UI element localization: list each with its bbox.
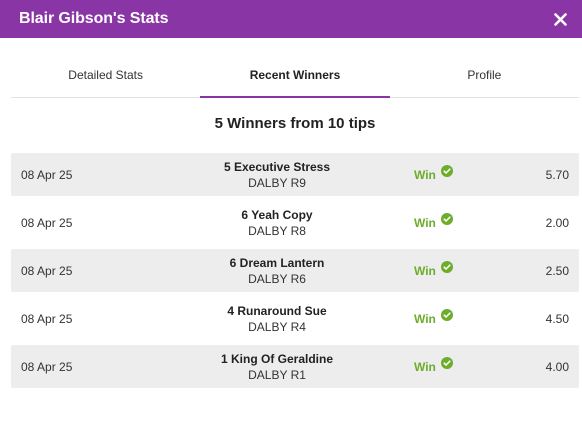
modal-title: Blair Gibson's Stats <box>19 10 169 27</box>
runner-name: 1 King Of Geraldine <box>220 351 334 366</box>
race-info: 1 King Of Geraldine DALBY R1 <box>161 351 393 383</box>
result: Win <box>393 165 473 182</box>
odds: 4.50 <box>545 311 569 326</box>
check-circle-icon <box>440 165 453 177</box>
runner-name: 6 Yeah Copy <box>241 207 313 222</box>
race-date: 08 Apr 25 <box>21 311 73 326</box>
tab-profile[interactable]: Profile <box>467 67 502 82</box>
result: Win <box>393 309 473 326</box>
check-circle-icon <box>440 261 453 273</box>
result-label: Win <box>414 359 436 374</box>
runner-name: 6 Dream Lantern <box>229 255 325 270</box>
race-date: 08 Apr 25 <box>21 215 73 230</box>
odds: 5.70 <box>545 167 569 182</box>
list-item: 08 Apr 25 1 King Of Geraldine DALBY R1 W… <box>11 345 579 388</box>
result-label: Win <box>414 311 436 326</box>
race-date: 08 Apr 25 <box>21 263 73 278</box>
result: Win <box>393 261 473 278</box>
odds: 4.00 <box>545 359 569 374</box>
race-info: 4 Runaround Sue DALBY R4 <box>161 303 393 335</box>
list-item: 08 Apr 25 6 Yeah Copy DALBY R8 Win 2.00 <box>11 201 579 244</box>
check-circle-icon <box>440 213 453 225</box>
result-label: Win <box>414 167 436 182</box>
race-info: 6 Dream Lantern DALBY R6 <box>161 255 393 287</box>
runner-name: 5 Executive Stress <box>223 159 331 174</box>
list-item: 08 Apr 25 6 Dream Lantern DALBY R6 Win 2… <box>11 249 579 292</box>
winners-list: 08 Apr 25 5 Executive Stress DALBY R9 Wi… <box>11 153 579 393</box>
tab-bar: Detailed Stats Recent Winners Profile <box>11 52 579 98</box>
check-circle-icon <box>440 357 453 369</box>
race-date: 08 Apr 25 <box>21 167 73 182</box>
venue-race: DALBY R9 <box>248 175 306 190</box>
result: Win <box>393 213 473 230</box>
close-icon <box>553 12 567 26</box>
list-item: 08 Apr 25 4 Runaround Sue DALBY R4 Win 4… <box>11 297 579 340</box>
race-info: 6 Yeah Copy DALBY R8 <box>161 207 393 239</box>
close-button[interactable] <box>550 9 570 29</box>
odds: 2.50 <box>545 263 569 278</box>
race-date: 08 Apr 25 <box>21 359 73 374</box>
modal-header: Blair Gibson's Stats <box>0 0 582 38</box>
odds: 2.00 <box>545 215 569 230</box>
runner-name: 4 Runaround Sue <box>227 303 327 318</box>
tab-recent-winners[interactable]: Recent Winners <box>200 52 390 98</box>
winners-summary: 5 Winners from 10 tips <box>214 115 376 132</box>
result: Win <box>393 357 473 374</box>
list-item: 08 Apr 25 5 Executive Stress DALBY R9 Wi… <box>11 153 579 196</box>
race-info: 5 Executive Stress DALBY R9 <box>161 159 393 191</box>
venue-race: DALBY R8 <box>248 223 306 238</box>
venue-race: DALBY R4 <box>248 319 306 334</box>
tab-detailed-stats[interactable]: Detailed Stats <box>68 67 144 82</box>
result-label: Win <box>414 215 436 230</box>
venue-race: DALBY R6 <box>248 271 306 286</box>
result-label: Win <box>414 263 436 278</box>
check-circle-icon <box>440 309 453 321</box>
venue-race: DALBY R1 <box>248 367 306 382</box>
